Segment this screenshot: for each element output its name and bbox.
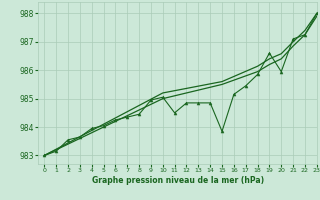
X-axis label: Graphe pression niveau de la mer (hPa): Graphe pression niveau de la mer (hPa) xyxy=(92,176,264,185)
